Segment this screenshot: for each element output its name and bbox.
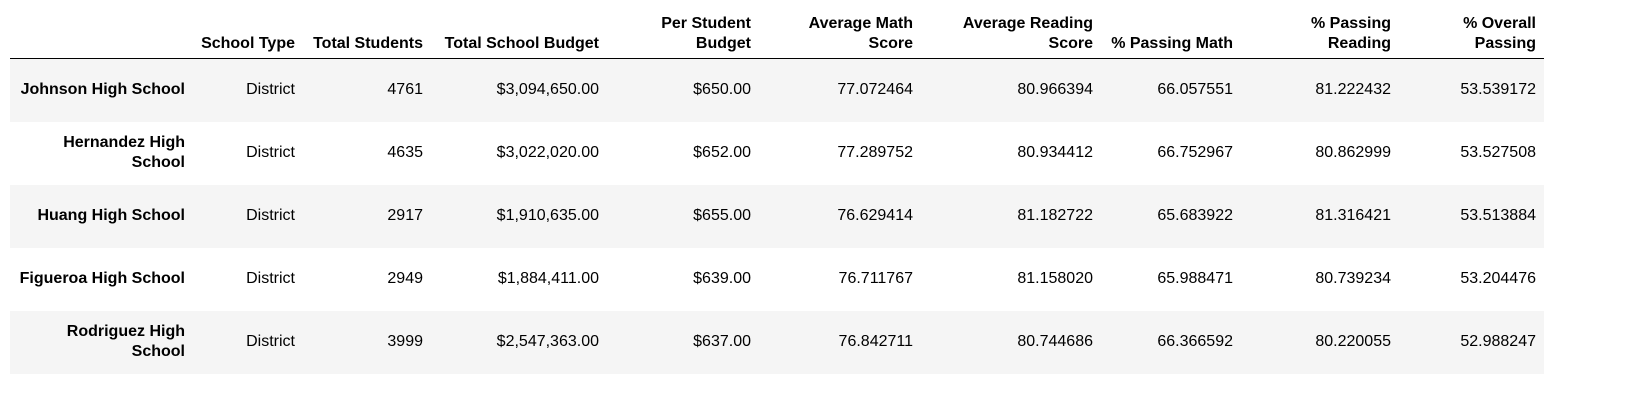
school-name-cell: Rodriguez High School bbox=[66, 323, 185, 360]
table-row: Johnson High School District 4761 $3,094… bbox=[10, 58, 1544, 122]
average-math-score-cell: 76.629414 bbox=[837, 207, 913, 224]
school-type-cell: District bbox=[246, 144, 295, 161]
total-school-budget-cell: $2,547,363.00 bbox=[496, 333, 599, 350]
column-header-average-reading-score: Average Reading Score bbox=[921, 10, 1101, 59]
total-students-cell: 2949 bbox=[387, 270, 423, 287]
column-header-total-school-budget: Total School Budget bbox=[431, 10, 607, 59]
column-header-percent-passing-reading: % Passing Reading bbox=[1241, 10, 1399, 59]
percent-passing-math-cell: 66.366592 bbox=[1157, 333, 1233, 350]
school-name-cell: Huang High School bbox=[37, 207, 185, 224]
percent-passing-reading-cell: 80.220055 bbox=[1315, 333, 1391, 350]
school-name-cell: Hernandez High School bbox=[63, 134, 185, 171]
per-student-budget-cell: $655.00 bbox=[693, 207, 751, 224]
per-student-budget-cell: $652.00 bbox=[693, 144, 751, 161]
per-student-budget-cell: $650.00 bbox=[693, 81, 751, 99]
column-header-total-students: Total Students bbox=[303, 10, 431, 59]
average-reading-score-cell: 80.966394 bbox=[1017, 81, 1093, 99]
total-students-cell: 4635 bbox=[387, 144, 423, 161]
table-row: Figueroa High School District 2949 $1,88… bbox=[10, 247, 1544, 311]
average-reading-score-cell: 80.744686 bbox=[1017, 333, 1093, 350]
school-name-cell: Figueroa High School bbox=[19, 270, 185, 287]
average-math-score-cell: 76.711767 bbox=[838, 270, 913, 287]
average-math-score-cell: 77.289752 bbox=[837, 144, 913, 161]
header-row: School Type Total Students Total School … bbox=[10, 10, 1544, 59]
per-student-budget-cell: $637.00 bbox=[693, 333, 751, 350]
percent-passing-reading-cell: 81.222432 bbox=[1315, 81, 1391, 99]
per-student-budget-cell: $639.00 bbox=[693, 270, 751, 287]
percent-passing-reading-cell: 80.862999 bbox=[1315, 144, 1391, 161]
school-type-cell: District bbox=[246, 207, 295, 224]
percent-passing-math-cell: 65.683922 bbox=[1157, 207, 1233, 224]
school-name-cell: Johnson High School bbox=[20, 81, 185, 99]
percent-passing-math-cell: 66.752967 bbox=[1157, 144, 1233, 161]
percent-overall-passing-cell: 53.204476 bbox=[1460, 270, 1536, 287]
total-school-budget-cell: $3,094,650.00 bbox=[496, 81, 599, 99]
total-students-cell: 4761 bbox=[387, 81, 423, 99]
table-row: Rodriguez High School District 3999 $2,5… bbox=[10, 310, 1544, 374]
table-row: Hernandez High School District 4635 $3,0… bbox=[10, 121, 1544, 185]
total-students-cell: 2917 bbox=[387, 207, 423, 224]
percent-overall-passing-cell: 53.513884 bbox=[1460, 207, 1536, 224]
average-reading-score-cell: 81.158020 bbox=[1017, 270, 1093, 287]
total-students-cell: 3999 bbox=[387, 333, 423, 350]
school-type-cell: District bbox=[246, 270, 295, 287]
table-body: Johnson High School District 4761 $3,094… bbox=[10, 58, 1544, 374]
table-row: Huang High School District 2917 $1,910,6… bbox=[10, 184, 1544, 248]
percent-passing-math-cell: 65.988471 bbox=[1157, 270, 1233, 287]
percent-overall-passing-cell: 52.988247 bbox=[1460, 333, 1536, 350]
table-header: School Type Total Students Total School … bbox=[10, 10, 1544, 59]
average-reading-score-cell: 81.182722 bbox=[1017, 207, 1093, 224]
percent-overall-passing-cell: 53.527508 bbox=[1460, 144, 1536, 161]
average-math-score-cell: 76.842711 bbox=[838, 333, 913, 350]
column-header-school-type: School Type bbox=[193, 10, 303, 59]
total-school-budget-cell: $1,884,411.00 bbox=[497, 270, 599, 287]
total-school-budget-cell: $1,910,635.00 bbox=[496, 207, 599, 224]
percent-passing-reading-cell: 81.316421 bbox=[1315, 207, 1391, 224]
average-math-score-cell: 77.072464 bbox=[837, 81, 913, 99]
column-header-percent-passing-math: % Passing Math bbox=[1101, 10, 1241, 59]
percent-overall-passing-cell: 53.539172 bbox=[1460, 81, 1536, 99]
column-header-per-student-budget: Per Student Budget bbox=[607, 10, 759, 59]
column-header-percent-overall-passing: % Overall Passing bbox=[1399, 10, 1544, 59]
percent-passing-math-cell: 66.057551 bbox=[1157, 81, 1233, 99]
percent-passing-reading-cell: 80.739234 bbox=[1315, 270, 1391, 287]
school-type-cell: District bbox=[246, 333, 295, 350]
school-summary-table: School Type Total Students Total School … bbox=[10, 10, 1544, 374]
total-school-budget-cell: $3,022,020.00 bbox=[496, 144, 599, 161]
index-header bbox=[10, 10, 193, 59]
average-reading-score-cell: 80.934412 bbox=[1017, 144, 1093, 161]
column-header-average-math-score: Average Math Score bbox=[759, 10, 921, 59]
school-type-cell: District bbox=[246, 81, 295, 99]
